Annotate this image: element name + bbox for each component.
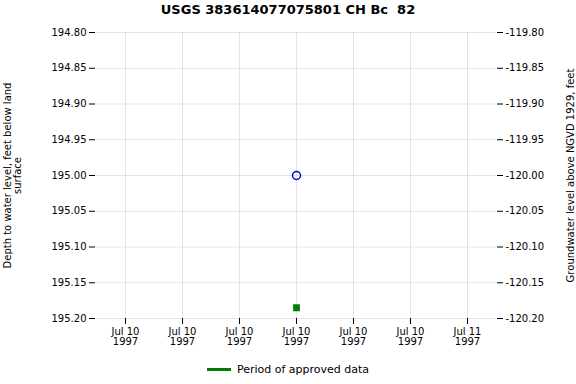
svg-text:195.00: 195.00: [52, 170, 87, 181]
svg-text:-119.85: -119.85: [506, 62, 545, 73]
svg-text:Jul 101997: Jul 101997: [225, 326, 254, 347]
svg-text:Depth to water level, feet bel: Depth to water level, feet below landsur…: [2, 83, 23, 269]
svg-text:194.90: 194.90: [52, 98, 87, 109]
svg-text:195.05: 195.05: [52, 205, 87, 216]
svg-text:194.80: 194.80: [52, 27, 87, 38]
svg-text:-120.20: -120.20: [506, 313, 545, 324]
svg-text:-120.05: -120.05: [506, 205, 545, 216]
svg-text:194.85: 194.85: [52, 62, 87, 73]
svg-text:195.15: 195.15: [52, 277, 87, 288]
html-text:Period of approved data: Period of approved data: [236, 362, 370, 376]
svg-text:-119.90: -119.90: [506, 98, 545, 109]
svg-text:Jul 101997: Jul 101997: [282, 326, 311, 347]
svg-text:Jul 111997: Jul 111997: [453, 326, 482, 347]
svg-text:195.10: 195.10: [52, 241, 87, 252]
svg-text:-120.15: -120.15: [506, 277, 545, 288]
svg-text:Groundwater level above NGVD 1: Groundwater level above NGVD 1929, feet: [565, 69, 576, 283]
svg-text:-119.95: -119.95: [506, 134, 545, 145]
svg-text:Jul 101997: Jul 101997: [111, 326, 140, 347]
svg-text:Jul 101997: Jul 101997: [339, 326, 368, 347]
svg-text:-120.00: -120.00: [506, 170, 545, 181]
html-text:USGS 383614077075801 CH Bc 82: USGS 383614077075801 CH Bc 82: [160, 2, 416, 17]
svg-text:194.95: 194.95: [52, 134, 87, 145]
svg-text:-120.10: -120.10: [506, 241, 545, 252]
svg-text:-119.80: -119.80: [506, 27, 545, 38]
svg-text:Jul 101997: Jul 101997: [168, 326, 197, 347]
svg-text:Jul 101997: Jul 101997: [396, 326, 425, 347]
svg-text:195.20: 195.20: [52, 313, 87, 324]
